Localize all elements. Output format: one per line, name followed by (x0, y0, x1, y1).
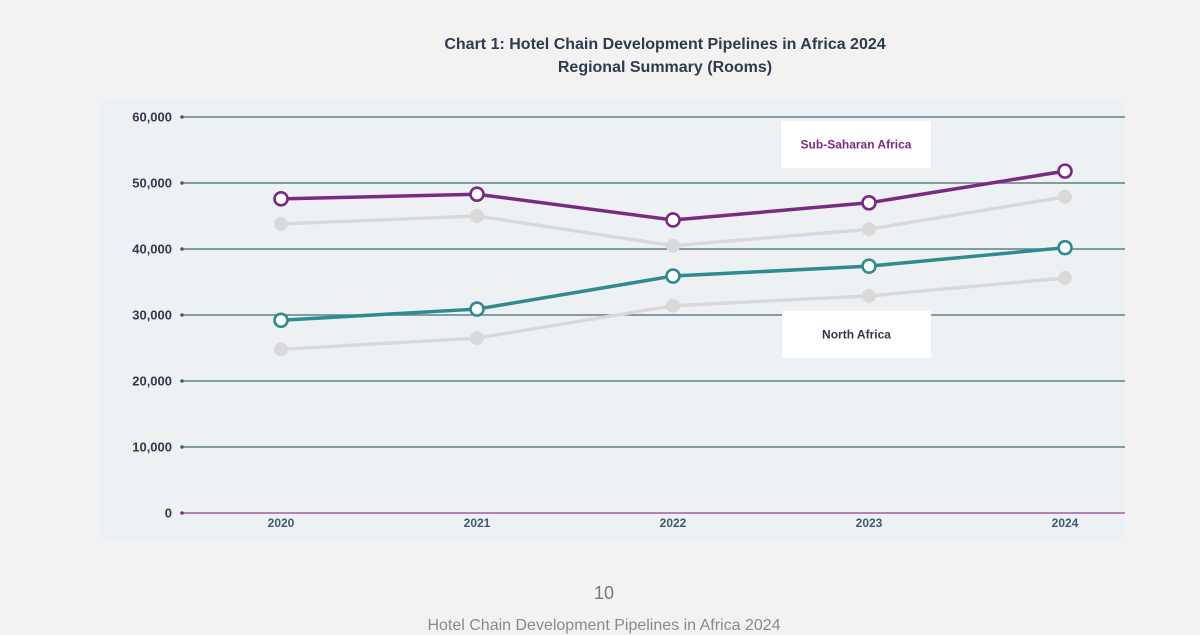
data-point (469, 186, 485, 203)
data-point (665, 268, 681, 284)
x-tick-label: 2020 (268, 516, 295, 530)
legend-label: North Africa (822, 328, 891, 342)
gridline-end-dot (180, 115, 184, 119)
series-lines (273, 163, 1073, 357)
data-point (862, 288, 876, 303)
y-axis-ticks: 0 10,000 20,000 30,000 40,000 50,000 60,000 (132, 110, 172, 521)
chart-title: Chart 1: Hotel Chain Development Pipelin… (0, 33, 1200, 79)
data-point (1058, 189, 1072, 204)
page-number: 10 (593, 583, 615, 603)
series-north-africa-previous-edition (274, 271, 1072, 357)
y-tick-label: 50,000 (132, 176, 172, 191)
line-chart: 0 10,000 20,000 30,000 40,000 50,000 60,000 20… (100, 100, 1125, 540)
series-sub-saharan-africa (273, 163, 1073, 228)
footer-document-title: Hotel Chain Development Pipelines in Afr… (427, 617, 781, 634)
gridline-end-dot (180, 445, 184, 449)
plot-area (100, 100, 1125, 540)
data-point (274, 342, 288, 357)
legend: Sub-Saharan Africa North Africa (781, 121, 931, 358)
y-tick-label: 60,000 (132, 110, 172, 125)
chart-subtitle: Regional Summary (Rooms) (557, 59, 773, 76)
x-tick-label: 2023 (856, 516, 883, 530)
legend-box (781, 121, 931, 168)
data-point (861, 258, 877, 274)
data-point (665, 212, 681, 228)
data-point (666, 298, 680, 313)
chart-title-line: Chart 1: Hotel Chain Development Pipelin… (444, 36, 886, 53)
data-point (274, 216, 288, 231)
series-north-africa (273, 239, 1073, 329)
data-point (1058, 271, 1072, 286)
y-tick-label: 20,000 (132, 374, 172, 389)
legend-box (782, 311, 931, 358)
gridline-end-dot (180, 379, 184, 383)
gridline-end-dot (180, 313, 184, 317)
series-sub-saharan-africa-previous-edition (274, 189, 1072, 253)
x-axis-ticks: 2020 2021 2022 2023 2024 (268, 516, 1079, 530)
y-tick-label: 10,000 (132, 440, 172, 455)
legend-item: North Africa (782, 311, 931, 358)
data-point (273, 191, 289, 207)
gridline-end-dot (180, 247, 184, 251)
data-point (861, 195, 877, 211)
y-tick-label: 40,000 (132, 242, 172, 257)
data-point (862, 222, 876, 237)
x-tick-label: 2021 (464, 516, 491, 530)
data-point (470, 331, 484, 346)
y-tick-label: 30,000 (132, 308, 172, 323)
legend-item: Sub-Saharan Africa (781, 121, 931, 168)
x-tick-label: 2024 (1052, 516, 1079, 530)
legend-label: Sub-Saharan Africa (801, 138, 912, 152)
data-point (666, 238, 680, 253)
data-point (273, 312, 289, 329)
gridline-end-dot (180, 181, 184, 185)
gridlines (180, 115, 1125, 515)
data-point (470, 209, 484, 223)
data-point (1057, 239, 1073, 256)
data-point (1057, 163, 1073, 179)
x-tick-label: 2022 (660, 516, 687, 530)
data-point (469, 301, 485, 317)
gridline-end-dot (180, 511, 184, 515)
y-tick-label: 0 (165, 506, 172, 521)
